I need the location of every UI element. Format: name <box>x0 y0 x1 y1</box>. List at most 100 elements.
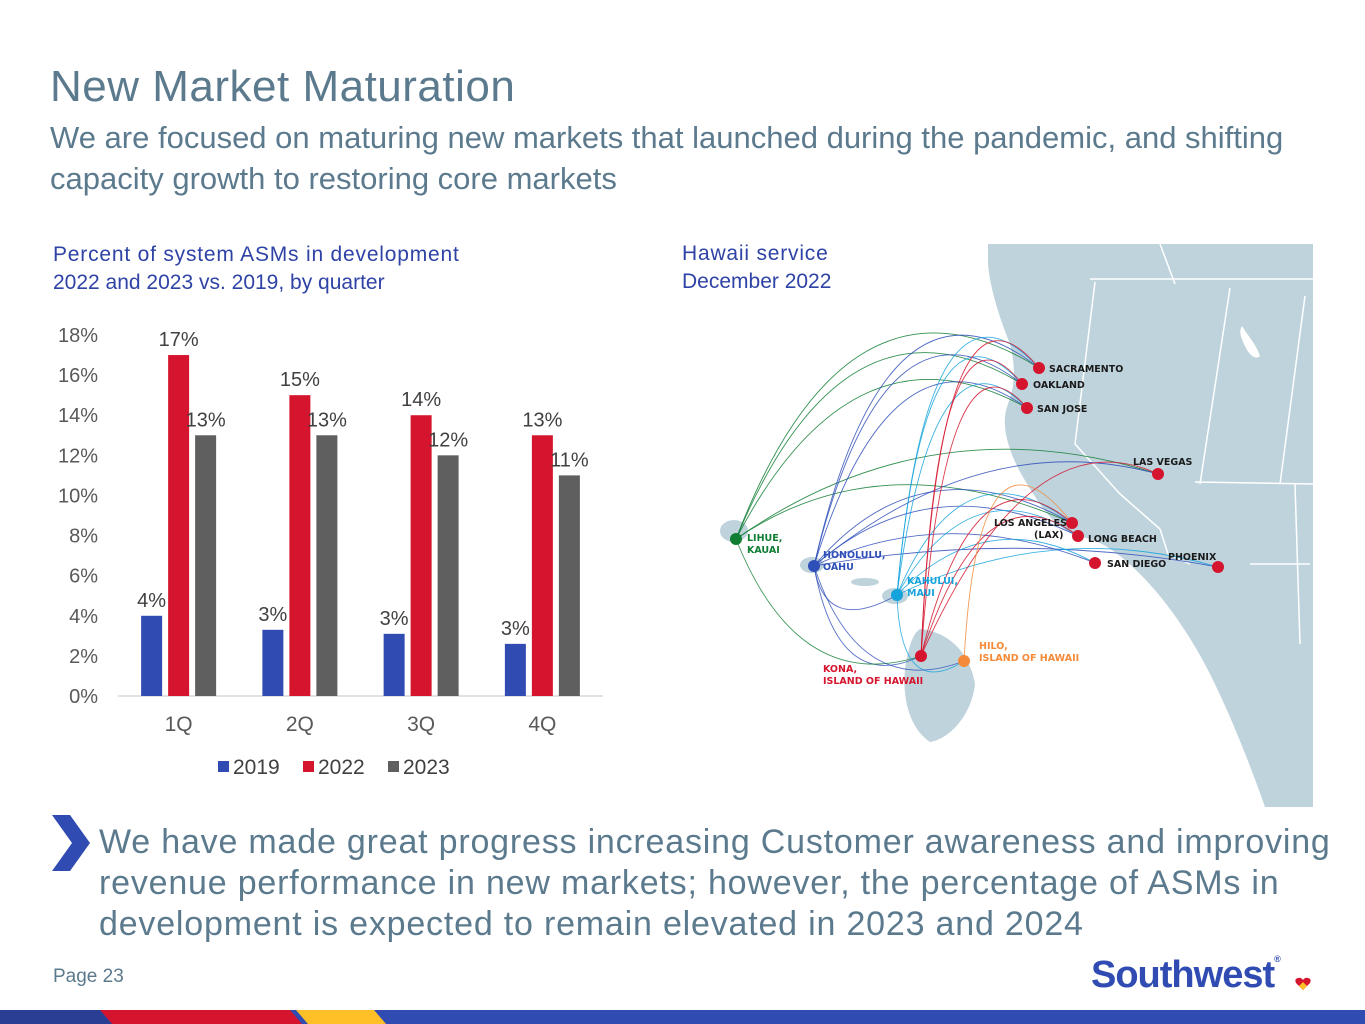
data-label: 14% <box>401 389 441 411</box>
y-tick-label: 0% <box>69 686 98 708</box>
data-label: 3% <box>501 618 530 640</box>
route-lihue-oakland <box>735 352 1023 540</box>
x-tick-label: 3Q <box>407 713 435 736</box>
map-title: Hawaii service <box>682 242 829 265</box>
city-dot-kahului <box>891 589 903 601</box>
state-border <box>1159 244 1176 285</box>
legend-swatch-2019 <box>218 761 229 772</box>
state-border <box>1074 281 1161 530</box>
state-border <box>1279 295 1306 485</box>
route-kahului-san-diego <box>896 538 1096 596</box>
bar-2022-3Q <box>410 415 432 696</box>
y-tick-label: 12% <box>58 445 98 467</box>
legend-label-2023: 2023 <box>403 756 450 779</box>
y-tick-label: 4% <box>69 606 98 628</box>
route-kona-oakland <box>920 359 1023 657</box>
city-dot-hilo <box>958 655 970 667</box>
x-tick-label: 1Q <box>165 713 193 736</box>
y-tick-label: 2% <box>69 646 98 668</box>
city-label-phoenix: PHOENIX <box>1168 552 1217 563</box>
slide-subtitle: We are focused on maturing new markets t… <box>50 120 1284 196</box>
route-lihue-los-angeles <box>735 484 1073 540</box>
x-tick-label: 2Q <box>286 713 314 736</box>
callout-text: We have made great progress increasing C… <box>99 823 1331 943</box>
mainland-land <box>988 244 1313 807</box>
slide-title: New Market Maturation <box>50 62 516 111</box>
page-number: Page 23 <box>53 966 124 987</box>
y-tick-label: 16% <box>58 365 98 387</box>
data-label: 15% <box>280 369 320 391</box>
route-kahului-phoenix <box>896 548 1219 596</box>
data-label: 13% <box>186 409 226 431</box>
route-kahului-san-jose <box>896 383 1028 596</box>
chevron-right-icon <box>52 815 90 871</box>
y-tick-label: 10% <box>58 485 98 507</box>
city-dot-san-jose <box>1021 402 1033 414</box>
data-label: 17% <box>159 329 199 351</box>
bar-2022-1Q <box>168 355 190 696</box>
hawaii-route-map: SACRAMENTO OAKLAND SAN JOSE LAS VEGAS LOS AN… <box>720 244 1313 807</box>
data-label: 3% <box>258 604 287 626</box>
city-dot-lihue <box>730 533 742 545</box>
route-kahului-los-angeles <box>896 493 1073 596</box>
legend-label-2022: 2022 <box>318 756 365 779</box>
state-border <box>1194 481 1313 485</box>
city-sublabel-lihue: KAUAI <box>747 545 780 556</box>
city-label-kahului: KAHULUI, <box>907 576 958 587</box>
bar-2022-4Q <box>531 435 553 696</box>
city-label-lihue: LIHUE, <box>747 533 782 544</box>
y-tick-label: 8% <box>69 526 98 548</box>
chart-subtitle: 2022 and 2023 vs. 2019, by quarter <box>53 271 385 294</box>
route-honolulu-sacramento <box>813 334 1040 567</box>
bar-2019-4Q <box>504 643 526 696</box>
data-label: 13% <box>307 409 347 431</box>
city-label-long-beach: LONG BEACH <box>1088 534 1157 545</box>
chart-title: Percent of system ASMs in development <box>53 243 460 266</box>
route-lihue-san-jose <box>735 379 1028 540</box>
city-label-honolulu: HONOLULU, <box>823 550 886 561</box>
bar-2019-1Q <box>141 615 163 696</box>
route-kahului-hilo <box>896 594 965 673</box>
city-sublabel-kahului: MAUI <box>907 588 935 599</box>
asm-bar-chart: 0% 2% 4% 6% 8% 10% 12% 14% 16% 18% 4% 17% 13% 1Q 3% 15%… <box>58 325 603 779</box>
data-label: 3% <box>380 608 409 630</box>
city-sublabel-kona: ISLAND OF HAWAII <box>823 676 923 687</box>
state-border <box>1199 287 1231 485</box>
city-dot-long-beach <box>1072 530 1084 542</box>
city-dot-phoenix <box>1212 561 1224 573</box>
city-dot-san-diego <box>1089 557 1101 569</box>
route-honolulu-kahului <box>813 565 898 611</box>
route-kona-las-vegas <box>920 461 1159 657</box>
bar-2023-3Q <box>437 455 459 696</box>
gulf-of-california <box>1075 544 1218 807</box>
bar-2019-3Q <box>383 633 405 696</box>
molokai-island <box>851 578 879 586</box>
route-kona-los-angeles <box>920 499 1073 657</box>
city-sublabel-hilo: ISLAND OF HAWAII <box>979 653 1079 664</box>
city-label-kona: KONA, <box>823 664 857 675</box>
route-kahului-oakland <box>896 356 1023 596</box>
city-dot-sacramento <box>1033 362 1045 374</box>
route-hilo-los-angeles <box>963 484 1073 662</box>
route-kona-long-beach <box>920 516 1079 657</box>
bar-2023-4Q <box>558 475 580 696</box>
brand-stripe <box>0 1010 1365 1024</box>
city-label-sacramento: SACRAMENTO <box>1049 364 1123 375</box>
city-dot-oakland <box>1016 378 1028 390</box>
logo-registered-mark: ® <box>1274 954 1281 964</box>
route-honolulu-oakland <box>813 354 1023 567</box>
city-dot-los-angeles <box>1066 517 1078 529</box>
city-label-las-vegas: LAS VEGAS <box>1133 457 1193 468</box>
data-label: 11% <box>550 449 589 471</box>
x-tick-label: 4Q <box>528 713 556 736</box>
city-label-hilo: HILO, <box>979 641 1008 652</box>
data-label: 13% <box>522 409 562 431</box>
city-label-oakland: OAKLAND <box>1033 380 1085 391</box>
legend-swatch-2023 <box>388 761 399 772</box>
y-tick-label: 18% <box>58 325 98 347</box>
logo-text: Southwest <box>1091 954 1275 996</box>
map-subtitle: December 2022 <box>682 270 832 293</box>
southwest-logo: Southwest® <box>1091 954 1281 997</box>
legend-label-2019: 2019 <box>233 756 280 779</box>
city-dot-kona <box>915 650 927 662</box>
